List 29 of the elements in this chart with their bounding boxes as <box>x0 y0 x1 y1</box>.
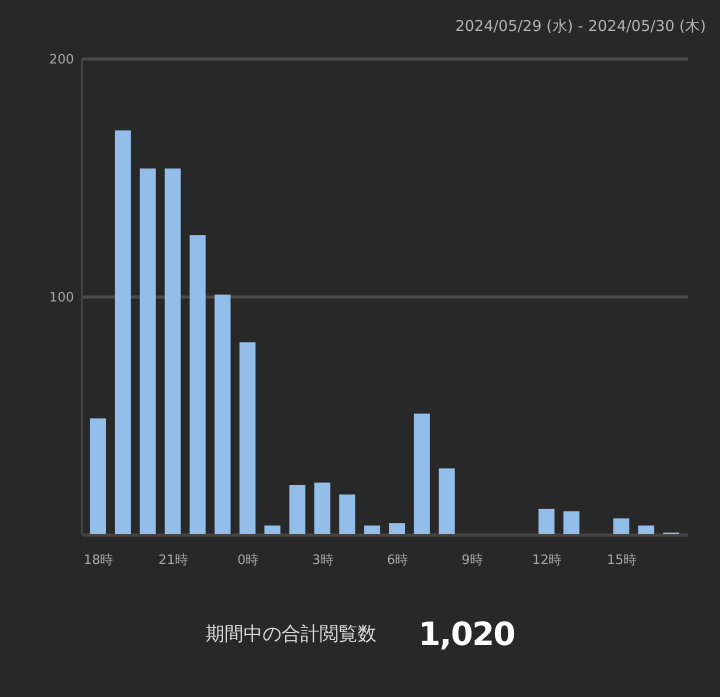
bar <box>538 508 554 535</box>
bar <box>240 342 256 535</box>
bar <box>164 168 181 535</box>
bar <box>190 235 206 535</box>
x-tick-label: 21時 <box>158 553 188 568</box>
bar <box>563 511 580 535</box>
bar <box>289 485 306 535</box>
x-tick-label: 3時 <box>312 553 334 568</box>
bar <box>314 482 330 535</box>
bar <box>214 294 231 535</box>
text: 期間中の合計閲覧数 <box>205 622 376 647</box>
x-tick-label: 6時 <box>386 553 408 568</box>
x-tick-label: 0時 <box>237 553 259 568</box>
bar <box>90 418 106 535</box>
x-tick-label: 15時 <box>606 553 636 568</box>
bar <box>140 168 156 535</box>
bar <box>389 523 405 535</box>
x-tick-label: 18時 <box>84 553 114 568</box>
bar <box>613 518 630 535</box>
bar <box>339 494 356 535</box>
bar <box>414 414 430 535</box>
y-tick-label: 200 <box>49 52 74 68</box>
x-tick-label: 9時 <box>462 553 483 568</box>
bar <box>114 130 131 535</box>
y-tick-label: 100 <box>49 290 74 306</box>
text: 1,020 <box>418 615 515 653</box>
chart-title: 2024/05/29 (水) - 2024/05/30 (木) <box>455 17 706 36</box>
x-tick-label: 12時 <box>532 553 562 568</box>
bar <box>438 468 455 535</box>
